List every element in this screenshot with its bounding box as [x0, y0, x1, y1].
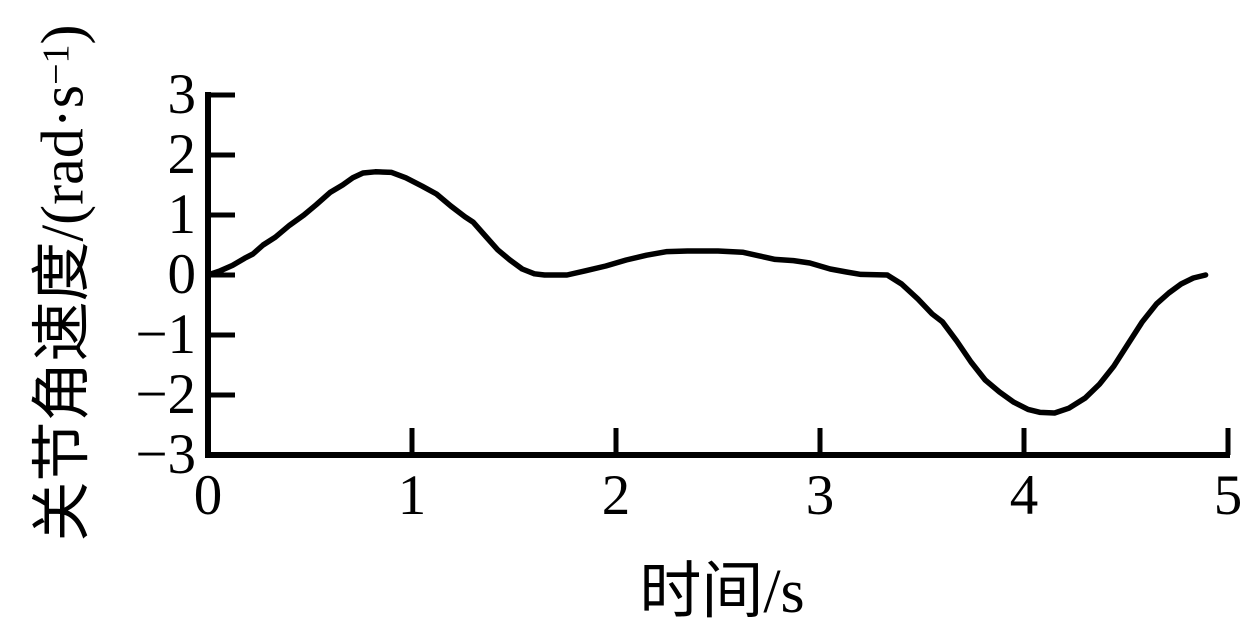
y-tick-label: 3 — [167, 63, 197, 126]
y-tick-label: −1 — [135, 303, 196, 366]
y-tick-label: −2 — [135, 363, 196, 426]
y-tick-label: −3 — [135, 423, 196, 486]
y-tick-label: 1 — [167, 183, 197, 246]
y-axis-label-superscript: −1 — [35, 44, 78, 85]
x-tick-label: 3 — [805, 464, 835, 527]
y-tick-label: 0 — [167, 243, 197, 306]
x-tick-label: 5 — [1213, 464, 1243, 527]
x-tick-label: 4 — [1009, 464, 1039, 527]
x-tick-label: 0 — [193, 464, 223, 527]
data-curve — [205, 169, 1209, 416]
x-axis-label: 时间/s — [639, 558, 805, 621]
y-tick-label: 2 — [167, 123, 197, 186]
x-tick-label: 2 — [601, 464, 631, 527]
y-axis-label-suffix: ) — [29, 24, 96, 45]
x-tick-label: 1 — [397, 464, 427, 527]
